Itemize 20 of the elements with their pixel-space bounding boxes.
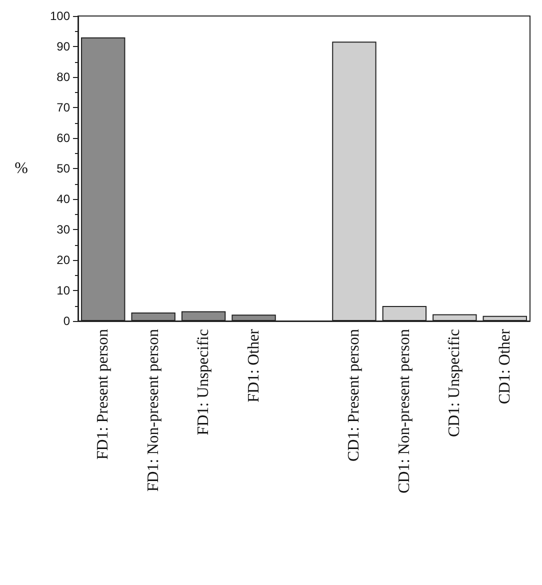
y-tick-label: 40 [56,192,70,206]
y-tick-label: 30 [56,222,70,236]
y-axis-title: % [14,160,28,177]
x-tick-label: FD1: Present person [94,329,112,460]
y-tick-label: 80 [56,70,70,84]
y-tick-label: 10 [56,284,70,298]
x-tick-label: CD1: Present person [346,329,363,462]
y-tick-label: 90 [56,40,70,54]
x-tick-label: CD1: Non-present person [396,329,413,494]
y-tick-label: 60 [56,131,70,145]
y-tick-label: 70 [56,100,70,114]
y-tick-label: 100 [50,9,70,23]
x-tick-label: CD1: Other [496,328,514,404]
x-tick-label: FD1: Non-present person [144,329,162,492]
y-tick-label: 0 [63,314,70,328]
x-tick-label: FD1: Other [245,328,262,402]
x-tick-label: FD1: Unspecific [195,329,212,436]
x-tick-label: CD1: Unspecific [446,329,464,437]
y-tick-label: 50 [56,162,70,176]
y-tick-label: 20 [56,253,70,267]
